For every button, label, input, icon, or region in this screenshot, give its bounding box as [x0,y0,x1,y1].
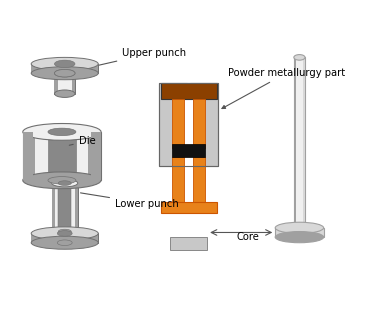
Bar [184,83,193,166]
Ellipse shape [275,222,324,233]
Text: Upper punch: Upper punch [99,48,186,65]
Bar [159,83,218,166]
Ellipse shape [31,227,98,240]
Bar [48,132,76,180]
Text: Die: Die [69,136,95,146]
Bar [161,202,216,213]
Bar [303,57,305,228]
Bar [23,132,35,180]
Bar [172,144,205,157]
Ellipse shape [294,54,305,60]
Bar [52,183,55,232]
Bar [191,83,218,166]
Ellipse shape [58,229,71,234]
Bar [31,233,44,243]
Bar [72,73,75,94]
Ellipse shape [57,240,72,245]
Ellipse shape [54,60,75,68]
Bar [23,132,32,180]
Bar [172,99,184,148]
Bar [170,237,207,250]
Bar [54,73,58,94]
Ellipse shape [54,70,75,77]
Bar [88,132,101,180]
Bar [31,64,43,73]
Ellipse shape [23,123,101,140]
Bar [193,157,205,202]
Ellipse shape [48,128,76,136]
Bar [52,183,78,232]
Bar [74,183,78,232]
Bar [57,233,72,243]
Ellipse shape [31,236,98,249]
Text: Core: Core [237,232,260,242]
Bar [58,183,71,232]
Ellipse shape [48,177,76,184]
Ellipse shape [52,179,78,187]
Ellipse shape [275,232,324,243]
Bar [294,57,296,228]
Bar [275,228,324,237]
Bar [185,83,192,237]
Bar [23,132,101,180]
Bar [54,64,75,73]
Bar [31,64,98,73]
Ellipse shape [23,172,101,189]
Bar [85,233,98,243]
Ellipse shape [31,67,98,80]
Ellipse shape [54,70,75,77]
Ellipse shape [31,57,98,71]
Bar [193,99,205,148]
Text: Powder metallurgy part: Powder metallurgy part [222,68,345,109]
Ellipse shape [58,181,71,186]
Bar [172,157,184,202]
Ellipse shape [52,228,78,235]
Bar [159,83,187,166]
Bar [91,132,101,180]
Bar [294,57,305,228]
Bar [161,83,216,99]
Ellipse shape [57,231,72,236]
Text: Lower punch: Lower punch [81,193,179,209]
Bar [87,64,98,73]
Bar [184,166,193,213]
Ellipse shape [54,90,75,97]
Bar [31,233,98,243]
Bar [54,73,75,94]
